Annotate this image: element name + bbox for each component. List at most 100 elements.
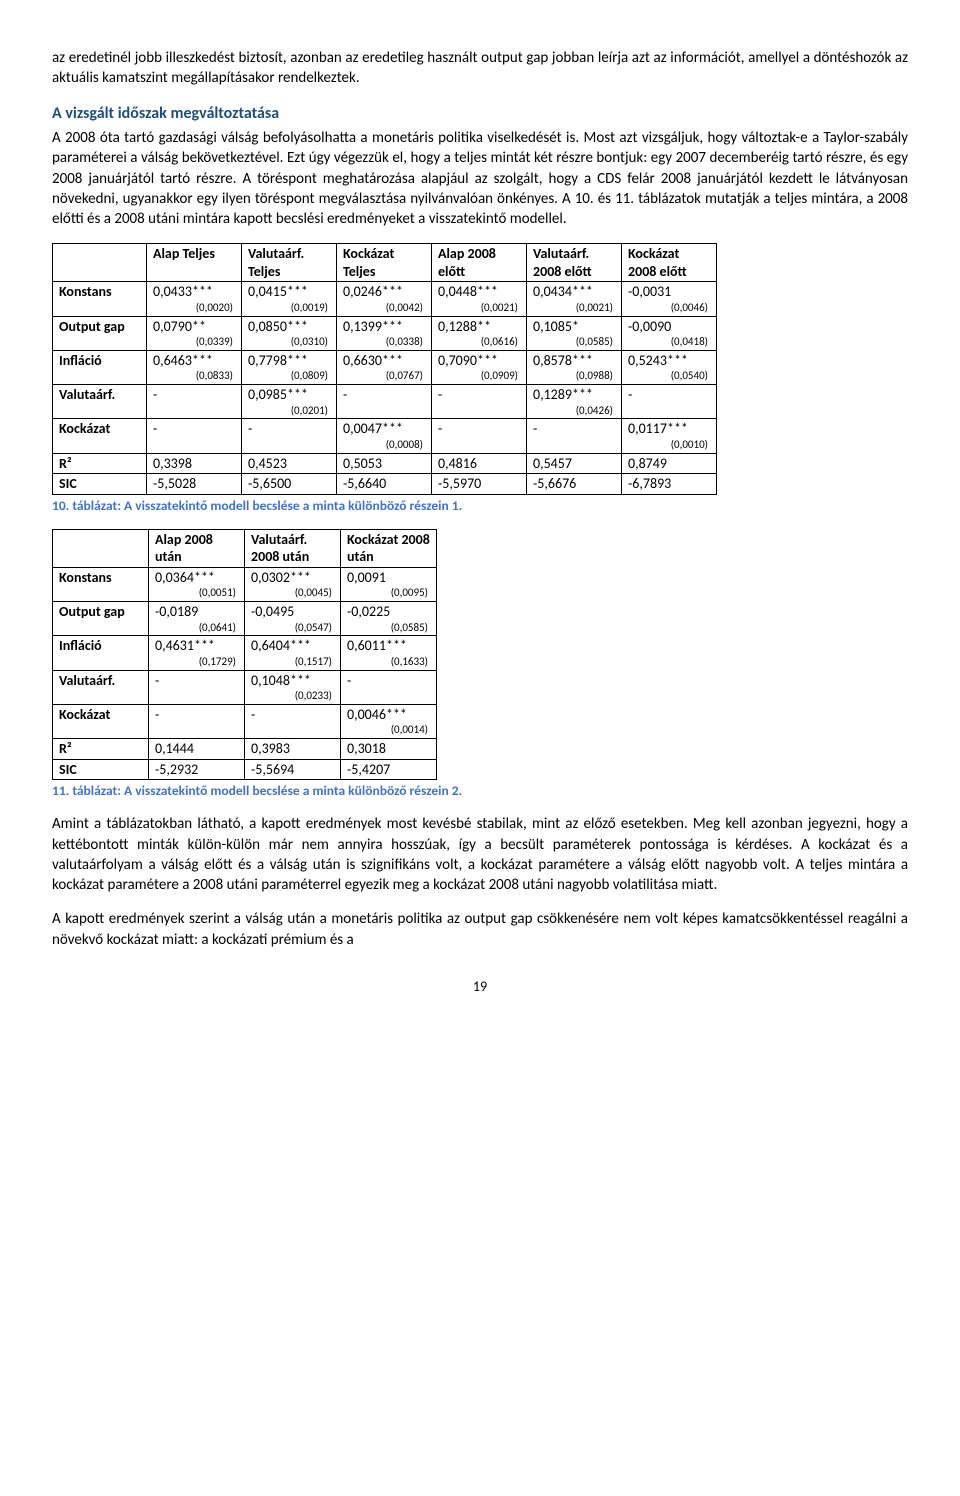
table-cell: 0,6404***(0,1517) — [245, 636, 341, 670]
table-cell: 0,1288**(0,0616) — [432, 316, 527, 350]
table-cell: 0,0117***(0,0010) — [622, 419, 717, 453]
row-label: Konstans — [53, 282, 147, 316]
table-cell: 0,3983 — [245, 739, 341, 760]
cell-value: -5,6676 — [533, 475, 615, 493]
table-10-caption: 10. táblázat: A visszatekintő modell bec… — [52, 497, 908, 515]
col-blank — [53, 244, 147, 282]
table-cell: - — [337, 385, 432, 419]
cell-value: 0,1444 — [155, 740, 238, 758]
table-cell: 0,5053 — [337, 453, 432, 474]
table-cell: 0,4816 — [432, 453, 527, 474]
cell-value: 0,4523 — [248, 455, 330, 473]
cell-value: 0,0415*** — [248, 283, 330, 301]
cell-value: - — [347, 672, 430, 690]
cell-value: 0,0433*** — [153, 283, 235, 301]
cell-stderr: (0,0547) — [251, 621, 334, 635]
table-cell: 0,6011***(0,1633) — [341, 636, 437, 670]
table-cell: 0,0448***(0,0021) — [432, 282, 527, 316]
table-cell: -5,2932 — [149, 759, 245, 780]
cell-stderr: (0,0909) — [438, 369, 520, 383]
table-cell: 0,1399***(0,0338) — [337, 316, 432, 350]
col-header: Valutaárf. 2008 előtt — [527, 244, 622, 282]
table-row: Konstans0,0433***(0,0020)0,0415***(0,001… — [53, 282, 717, 316]
section-paragraph: A 2008 óta tartó gazdasági válság befoly… — [52, 128, 908, 229]
cell-value: 0,8749 — [628, 455, 710, 473]
intro-paragraph: az eredetinél jobb illeszkedést biztosít… — [52, 48, 908, 89]
cell-value: - — [155, 672, 238, 690]
table-cell: -0,0225(0,0585) — [341, 602, 437, 636]
cell-stderr: (0,1729) — [155, 655, 238, 669]
cell-value: -5,6500 — [248, 475, 330, 493]
cell-value: - — [438, 420, 520, 438]
table-header-row: Alap 2008 után Valutaárf. 2008 után Kock… — [53, 529, 437, 567]
cell-value: -5,5694 — [251, 761, 334, 779]
table-row: SIC-5,5028-5,6500-5,6640-5,5970-5,6676-6… — [53, 474, 717, 495]
cell-value: -0,0225 — [347, 603, 430, 621]
table-cell: 0,0246***(0,0042) — [337, 282, 432, 316]
cell-stderr: (0,0021) — [533, 301, 615, 315]
cell-value: 0,0091 — [347, 569, 430, 587]
table-cell: -5,6500 — [242, 474, 337, 495]
table-11: Alap 2008 után Valutaárf. 2008 után Kock… — [52, 529, 437, 780]
table-cell: 0,0985***(0,0201) — [242, 385, 337, 419]
table-cell: 0,0415***(0,0019) — [242, 282, 337, 316]
cell-value: 0,1048*** — [251, 672, 334, 690]
table-cell: -5,5694 — [245, 759, 341, 780]
page-number: 19 — [52, 978, 908, 997]
table-cell: 0,0433***(0,0020) — [147, 282, 242, 316]
cell-value: -5,4207 — [347, 761, 430, 779]
cell-value: 0,8578*** — [533, 352, 615, 370]
cell-value: 0,1288** — [438, 318, 520, 336]
cell-stderr: (0,0616) — [438, 335, 520, 349]
cell-stderr: (0,0418) — [628, 335, 710, 349]
cell-value: 0,3983 — [251, 740, 334, 758]
col-header: Kockázat Teljes — [337, 244, 432, 282]
col-header: Kockázat 2008 előtt — [622, 244, 717, 282]
row-label: R² — [53, 453, 147, 474]
cell-stderr: (0,0833) — [153, 369, 235, 383]
table-cell: 0,4523 — [242, 453, 337, 474]
cell-stderr: (0,0585) — [533, 335, 615, 349]
cell-value: 0,6011*** — [347, 637, 430, 655]
cell-value: 0,7798*** — [248, 352, 330, 370]
table-cell: 0,1444 — [149, 739, 245, 760]
row-label: Valutaárf. — [53, 670, 149, 704]
table-cell: - — [245, 704, 341, 738]
cell-value: 0,6630*** — [343, 352, 425, 370]
row-label: Output gap — [53, 316, 147, 350]
row-label: Valutaárf. — [53, 385, 147, 419]
table-cell: -5,6640 — [337, 474, 432, 495]
table-cell: 0,1048***(0,0233) — [245, 670, 341, 704]
cell-value: 0,0302*** — [251, 569, 334, 587]
after-paragraph-1: Amint a táblázatokban látható, a kapott … — [52, 814, 908, 895]
table-cell: 0,0047***(0,0008) — [337, 419, 432, 453]
cell-value: 0,3398 — [153, 455, 235, 473]
table-cell: -0,0031(0,0046) — [622, 282, 717, 316]
table-row: Kockázat--0,0047***(0,0008)--0,0117***(0… — [53, 419, 717, 453]
table-row: Output gap-0,0189(0,0641)-0,0495(0,0547)… — [53, 602, 437, 636]
table-cell: -0,0189(0,0641) — [149, 602, 245, 636]
row-label: Kockázat — [53, 419, 147, 453]
col-header: Alap 2008 előtt — [432, 244, 527, 282]
cell-value: 0,7090*** — [438, 352, 520, 370]
table-cell: 0,6630***(0,0767) — [337, 350, 432, 384]
table-cell: 0,3018 — [341, 739, 437, 760]
table-row: Konstans0,0364***(0,0051)0,0302***(0,004… — [53, 567, 437, 601]
cell-stderr: (0,1633) — [347, 655, 430, 669]
table-cell: 0,1289***(0,0426) — [527, 385, 622, 419]
cell-stderr: (0,0010) — [628, 438, 710, 452]
table-row: Infláció0,6463***(0,0833)0,7798***(0,080… — [53, 350, 717, 384]
table-cell: 0,4631***(0,1729) — [149, 636, 245, 670]
section-heading: A vizsgált időszak megváltoztatása — [52, 103, 908, 125]
cell-value: - — [343, 386, 425, 404]
cell-value: 0,6404*** — [251, 637, 334, 655]
col-header: Valutaárf. Teljes — [242, 244, 337, 282]
table-cell: -5,5028 — [147, 474, 242, 495]
table-10: Alap Teljes Valutaárf. Teljes Kockázat T… — [52, 243, 717, 494]
cell-value: - — [438, 386, 520, 404]
cell-value: 0,4816 — [438, 455, 520, 473]
table-cell: 0,0850***(0,0310) — [242, 316, 337, 350]
cell-value: -0,0031 — [628, 283, 710, 301]
cell-value: -0,0495 — [251, 603, 334, 621]
table-row: Infláció0,4631***(0,1729)0,6404***(0,151… — [53, 636, 437, 670]
